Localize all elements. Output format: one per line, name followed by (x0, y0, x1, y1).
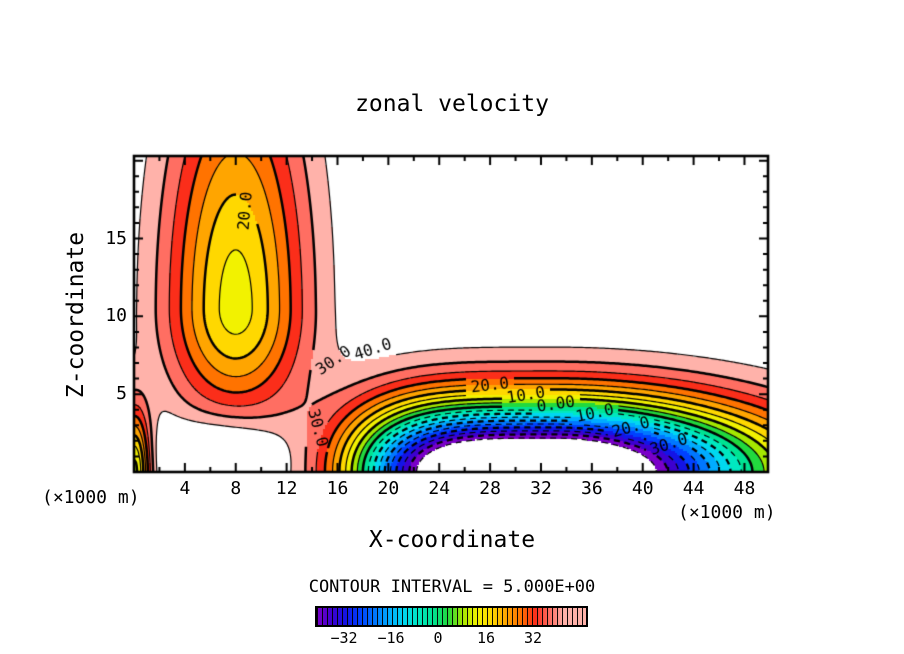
colorbar-tick-label: 16 (476, 629, 496, 647)
x-tick-label: 4 (179, 478, 191, 499)
x-tick-label: 44 (682, 478, 705, 499)
chart-title: zonal velocity (355, 91, 549, 117)
x-tick-label: 12 (275, 478, 298, 499)
contour-interval-caption: CONTOUR INTERVAL = 5.000E+00 (308, 577, 596, 597)
x-tick-label: 36 (581, 478, 603, 499)
x-tick-label: 20 (377, 478, 400, 499)
z-tick-label: 15 (105, 227, 127, 249)
x-axis-unit-left: (×1000 m) (42, 487, 140, 508)
colorbar-tick-label: 32 (523, 629, 543, 647)
colorbar-tick-label: −32 (330, 629, 358, 647)
x-tick-label: 48 (733, 478, 756, 499)
x-tick-label: 8 (230, 478, 242, 499)
x-axis-unit-right: (×1000 m) (678, 502, 776, 523)
x-tick-label: 32 (530, 478, 552, 499)
x-tick-label: 28 (479, 478, 501, 499)
z-tick-label: 5 (116, 383, 127, 405)
x-axis-title: X-coordinate (368, 527, 536, 553)
colorbar (315, 606, 588, 627)
z-tick-label: 10 (105, 305, 127, 327)
colorbar-tick-label: −16 (377, 629, 405, 647)
x-tick-label: 16 (326, 478, 349, 499)
colorbar-tick-label: 0 (433, 629, 443, 647)
x-tick-label: 24 (428, 478, 451, 499)
x-tick-label: 40 (631, 478, 654, 499)
